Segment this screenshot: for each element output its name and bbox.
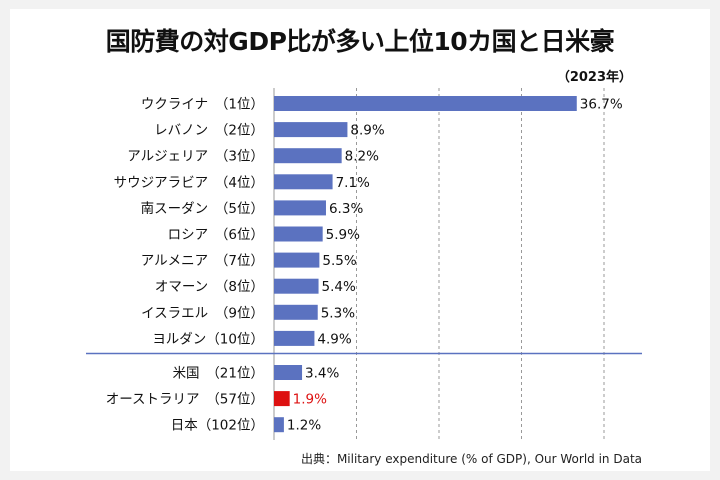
category-label: レバノン （2位）: [154, 123, 264, 139]
bar: [274, 304, 318, 320]
category-label: 米国 （21位）: [173, 366, 264, 382]
value-label: 5.5%: [322, 253, 356, 269]
value-label: 5.9%: [326, 227, 360, 243]
value-label: 36.7%: [580, 97, 623, 113]
value-label: 3.4%: [305, 366, 339, 382]
category-label: オーストラリア （57位）: [106, 392, 264, 408]
bar: [274, 252, 320, 268]
bar: [274, 278, 319, 294]
value-label: 5.4%: [322, 279, 356, 295]
category-label: イスラエル （9位）: [141, 305, 264, 321]
bars: [274, 96, 577, 433]
source-note: 出典：Military expenditure (% of GDP), Our …: [300, 452, 642, 466]
category-label: アルメニア （7位）: [141, 253, 264, 269]
chart-subtitle-year: （2023年）: [556, 70, 632, 85]
value-label: 1.2%: [287, 418, 321, 434]
value-labels: 36.7% 8.9% 8.2% 7.1% 6.3% 5.9% 5.5% 5.4% 5.3% 4.9…: [287, 97, 623, 434]
bar: [274, 226, 323, 242]
value-label: 6.3%: [329, 201, 363, 217]
value-label: 5.3%: [321, 305, 355, 321]
category-label: ヨルダン（10位）: [152, 331, 264, 347]
bar: [274, 330, 315, 346]
grid-lines: [86, 88, 642, 440]
bar: [274, 365, 303, 380]
category-label: オマーン （8位）: [155, 279, 264, 295]
category-labels: ウクライナ （1位） レバノン （2位） アルジェリア （3位） サウジアラビア （4…: [106, 97, 264, 434]
bar: [274, 391, 290, 407]
value-label: 4.9%: [317, 331, 351, 347]
bar: [274, 148, 342, 164]
value-label: 8.9%: [350, 123, 384, 139]
bar: [274, 122, 348, 138]
category-label: 南スーダン （5位）: [141, 201, 264, 217]
category-label: サウジアラビア （4位）: [114, 175, 264, 191]
chart-card: [10, 9, 710, 471]
bar: [274, 200, 326, 216]
value-label: 1.9%: [293, 392, 327, 408]
category-label: ウクライナ （1位）: [141, 97, 264, 113]
value-label: 8.2%: [345, 149, 379, 165]
category-label: アルジェリア （3位）: [127, 149, 264, 165]
value-label: 7.1%: [336, 175, 370, 191]
bar: [274, 174, 333, 190]
category-label: ロシア （6位）: [168, 227, 264, 243]
category-label: 日本（102位）: [171, 418, 264, 434]
bar: [274, 96, 577, 111]
chart-title: 国防費の対GDP比が多い上位10カ国と日米豪: [105, 27, 615, 56]
bar: [274, 417, 284, 433]
